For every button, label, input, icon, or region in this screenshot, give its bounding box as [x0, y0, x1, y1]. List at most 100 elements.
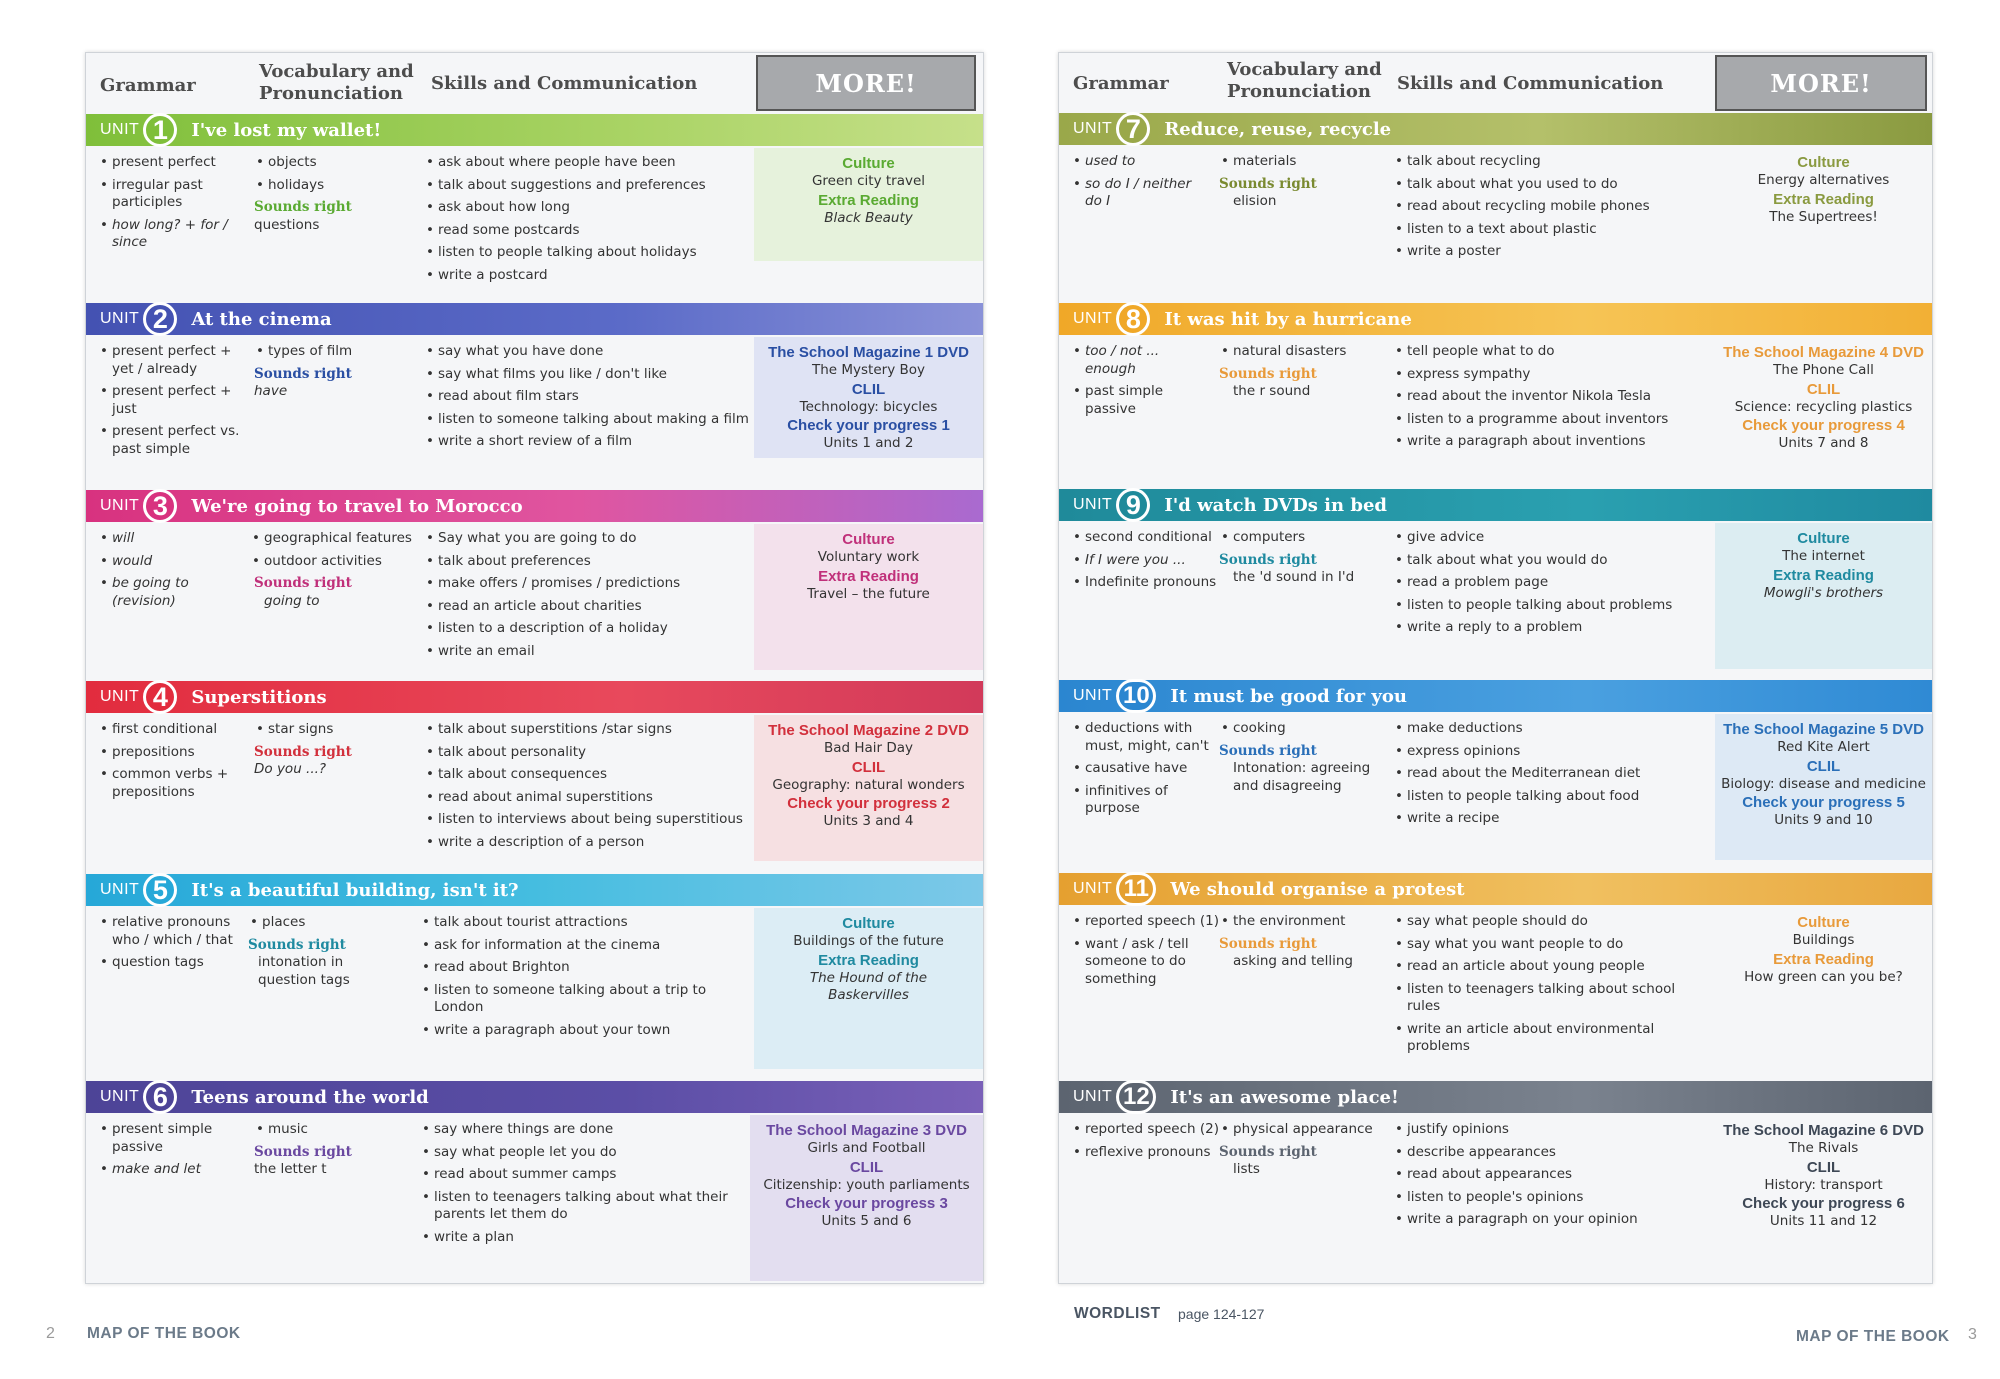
- skills-list: talk about recycling talk about what you…: [1393, 153, 1713, 266]
- unit-4-band: UNIT 4 Superstitions: [86, 680, 983, 714]
- unit-title: It must be good for you: [1170, 685, 1407, 707]
- unit-title: I've lost my wallet!: [191, 119, 382, 141]
- list-item: outdoor activities: [250, 553, 420, 571]
- unit-title: Superstitions: [191, 686, 327, 708]
- wordlist-pages: page 124-127: [1178, 1306, 1265, 1322]
- more-box: The School Magazine 1 DVD The Mystery Bo…: [754, 337, 983, 458]
- list-item: read about animal superstitions: [424, 789, 754, 807]
- unit-title: It's a beautiful building, isn't it?: [191, 879, 519, 901]
- more-heading: Check your progress 5: [1742, 794, 1905, 811]
- more-text: Bad Hair Day: [823, 740, 914, 756]
- list-item: places: [248, 914, 414, 932]
- unit-2-row: UNIT 2 At the cinema present perfect + y…: [86, 302, 983, 458]
- skills-list: give advice talk about what you would do…: [1393, 529, 1713, 642]
- list-item: write a reply to a problem: [1393, 619, 1713, 637]
- more-text: Black Beauty: [824, 209, 913, 226]
- list-item: question tags: [98, 954, 248, 972]
- list-item: listen to a programme about inventors: [1393, 411, 1713, 429]
- more-text: The Hound of the Baskervilles: [809, 969, 928, 1004]
- list-item: prepositions: [98, 744, 248, 762]
- sounds-right-value: questions: [254, 216, 320, 233]
- grammar-list: too / not ... enough past simple passive: [1071, 343, 1211, 423]
- grammar-header: Grammar: [100, 75, 196, 96]
- unit-7-row: UNIT 7 Reduce, reuse, recycle used to so…: [1059, 112, 1932, 266]
- sounds-right-value: elision: [1233, 193, 1277, 209]
- grammar-list: will would be going to (revision): [98, 530, 248, 615]
- more-box: Culture Buildings of the future Extra Re…: [754, 908, 983, 1069]
- unit-number: 11: [1116, 872, 1157, 906]
- more-heading: Culture: [842, 531, 895, 548]
- sounds-right-label: Sounds right: [1219, 365, 1317, 382]
- list-item: write a postcard: [424, 267, 754, 285]
- more-text: Units 11 and 12: [1769, 1213, 1878, 1229]
- more-box: Culture Voluntary work Extra Reading Tra…: [754, 524, 983, 670]
- more-text: Green city travel: [811, 173, 926, 189]
- more-text: Units 7 and 8: [1778, 435, 1869, 451]
- more-heading: Culture: [842, 155, 895, 172]
- more-text: Voluntary work: [817, 549, 920, 565]
- unit-title: Reduce, reuse, recycle: [1164, 118, 1392, 140]
- more-heading: Extra Reading: [818, 951, 919, 969]
- skills-list: talk about superstitions /star signs tal…: [424, 721, 754, 856]
- skills-list: say what people should do say what you w…: [1393, 913, 1693, 1061]
- list-item: say what you want people to do: [1393, 936, 1693, 954]
- more-text: Buildings of the future: [793, 933, 944, 949]
- sounds-right-value: asking and telling: [1233, 953, 1353, 969]
- list-item: first conditional: [98, 721, 248, 739]
- unit-10-row: UNIT 10 It must be good for you deductio…: [1059, 679, 1932, 860]
- more-heading: Check your progress 1: [787, 417, 950, 434]
- sounds-right-label: Sounds right: [254, 199, 352, 215]
- sounds-right-value: lists: [1233, 1161, 1260, 1177]
- list-item: past simple passive: [1071, 383, 1211, 418]
- grammar-list: used to so do I / neither do I: [1071, 153, 1211, 216]
- list-item: write an email: [424, 643, 754, 661]
- more-heading: Extra Reading: [818, 191, 919, 209]
- list-item: want / ask / tell someone to do somethin…: [1071, 936, 1221, 989]
- unit-label: UNIT: [100, 881, 140, 898]
- more-heading: The School Magazine 6 DVD: [1723, 1122, 1924, 1139]
- list-item: reported speech (1): [1071, 913, 1221, 931]
- list-item: listen to teenagers talking about school…: [1393, 981, 1693, 1016]
- unit-12-band: UNIT 12 It's an awesome place!: [1059, 1080, 1932, 1114]
- more-box: The School Magazine 5 DVD Red Kite Alert…: [1715, 714, 1932, 860]
- more-box: Culture Buildings Extra Reading How gree…: [1715, 907, 1932, 1068]
- list-item: listen to teenagers talking about what t…: [420, 1189, 740, 1224]
- more-text: Red Kite Alert: [1777, 739, 1870, 755]
- list-item: read about appearances: [1393, 1166, 1693, 1184]
- list-item: talk about tourist attractions: [420, 914, 720, 932]
- more-text: Units 3 and 4: [823, 813, 914, 829]
- vocab-list: computers Sounds right the 'd sound in I…: [1219, 529, 1379, 587]
- unit-title: I'd watch DVDs in bed: [1164, 494, 1387, 516]
- grammar-list: first conditional prepositions common ve…: [98, 721, 248, 806]
- unit-title: At the cinema: [191, 308, 332, 330]
- unit-label: UNIT: [100, 497, 140, 514]
- more-heading: CLIL: [849, 1158, 884, 1176]
- unit-number: 7: [1116, 112, 1151, 146]
- unit-11-band: UNIT 11 We should organise a protest: [1059, 872, 1932, 906]
- unit-12-row: UNIT 12 It's an awesome place! reported …: [1059, 1080, 1932, 1281]
- skills-list: say where things are done say what peopl…: [420, 1121, 740, 1251]
- unit-5-band: UNIT 5 It's a beautiful building, isn't …: [86, 873, 983, 907]
- more-box: The School Magazine 4 DVD The Phone Call…: [1715, 337, 1932, 453]
- list-item: music: [254, 1121, 414, 1139]
- list-item: present perfect + yet / already: [98, 343, 248, 378]
- unit-number: 12: [1116, 1080, 1157, 1114]
- more-box: Culture Energy alternatives Extra Readin…: [1715, 147, 1932, 263]
- left-page: Grammar Vocabulary and Pronunciation Skil…: [85, 52, 984, 1284]
- list-item: express opinions: [1393, 743, 1713, 761]
- list-item: how long? + for / since: [98, 217, 248, 252]
- list-item: common verbs + prepositions: [98, 766, 248, 801]
- list-item: say what people should do: [1393, 913, 1693, 931]
- list-item: talk about preferences: [424, 553, 754, 571]
- list-item: write a short review of a film: [424, 433, 754, 451]
- right-page: Grammar Vocabulary and Pronunciation Skil…: [1058, 52, 1933, 1284]
- more-text: Units 1 and 2: [823, 435, 914, 451]
- list-item: listen to people's opinions: [1393, 1189, 1693, 1207]
- vocab-header: Vocabulary and Pronunciation: [259, 61, 414, 104]
- list-item: talk about suggestions and preferences: [424, 177, 754, 195]
- vocab-list: cooking Sounds right Intonation: agreein…: [1219, 720, 1389, 795]
- unit-9-band: UNIT 9 I'd watch DVDs in bed: [1059, 488, 1932, 522]
- sounds-right-value: the 'd sound in I'd: [1233, 569, 1355, 585]
- sounds-right-label: Sounds right: [254, 575, 352, 591]
- more-text: Units 9 and 10: [1774, 812, 1873, 828]
